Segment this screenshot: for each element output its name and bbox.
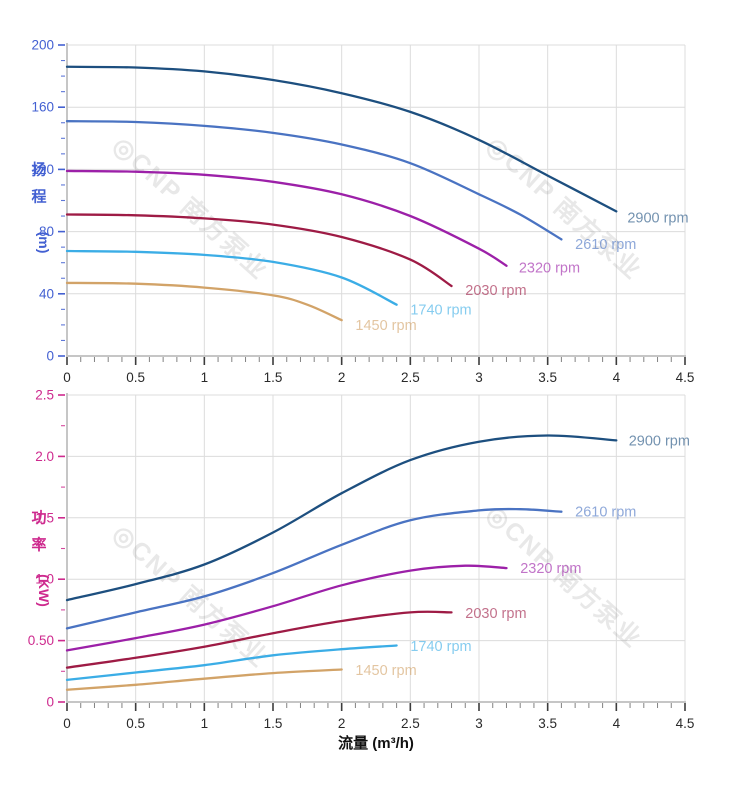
curve-1450-rpm: [65, 281, 343, 322]
x-tick-label: 2: [338, 370, 346, 385]
x-tick-label: 3: [475, 370, 483, 385]
y-axis-title-char: 扬: [31, 161, 46, 179]
curve-2900-rpm: [65, 434, 618, 602]
curve-2610-rpm: [65, 120, 563, 241]
x-tick-label: 3: [475, 716, 483, 731]
curve-label-2320-rpm: 2320 rpm: [520, 561, 581, 577]
curve-label-1740-rpm: 1740 rpm: [410, 302, 471, 318]
x-axis-title: 流量 (m³/h): [338, 734, 414, 752]
curve-1740-rpm: [65, 644, 398, 682]
x-tick-label: 3.5: [538, 370, 557, 385]
x-tick-label: 0: [63, 370, 71, 385]
y-tick-label: 120: [31, 162, 54, 177]
y-axis-title-char: 程: [31, 189, 46, 206]
curve-2610-rpm: [65, 507, 563, 630]
x-tick-label: 3.5: [538, 716, 557, 731]
curve-label-2030-rpm: 2030 rpm: [465, 606, 526, 622]
curve-1740-rpm: [65, 249, 398, 306]
x-tick-label: 4.5: [676, 370, 695, 385]
curve-label-1450-rpm: 1450 rpm: [355, 318, 416, 334]
x-tick-label: 1: [201, 370, 209, 385]
x-tick-label: 1.5: [264, 716, 283, 731]
curve-2320-rpm: [65, 564, 508, 652]
curve-label-2900-rpm: 2900 rpm: [629, 433, 690, 449]
y-axis-unit: (KW): [36, 574, 52, 607]
curve-label-1740-rpm: 1740 rpm: [410, 639, 471, 655]
y-tick-label: 200: [31, 38, 54, 53]
y-tick-label: 2.0: [35, 449, 54, 464]
curve-label-2030-rpm: 2030 rpm: [465, 283, 526, 299]
y-tick-label: 1.5: [35, 510, 54, 525]
curve-2320-rpm: [65, 169, 508, 267]
x-tick-label: 2.5: [401, 370, 420, 385]
x-tick-label: 4.5: [676, 716, 695, 731]
x-tick-label: 4: [613, 370, 621, 385]
y-tick-label: 0: [46, 349, 54, 364]
y-axis-title-char: 率: [31, 536, 46, 554]
x-tick-label: 1.5: [264, 370, 283, 385]
cnp-watermark: ◎CNP 南方泵业: [107, 519, 274, 674]
curve-label-1450-rpm: 1450 rpm: [355, 663, 416, 679]
curve-label-2610-rpm: 2610 rpm: [575, 237, 636, 253]
y-tick-label: 40: [39, 286, 54, 301]
y-axis-unit: (m): [36, 232, 52, 254]
y-axis-title-char: 功: [31, 510, 46, 527]
y-tick-label: 1.0: [35, 572, 54, 587]
x-tick-label: 2.5: [401, 716, 420, 731]
y-tick-label: 0.50: [28, 633, 54, 648]
x-tick-label: 4: [613, 716, 621, 731]
y-tick-label: 2.5: [35, 388, 54, 403]
y-tick-label: 0: [46, 695, 54, 710]
curve-1450-rpm: [65, 668, 343, 691]
curve-label-2320-rpm: 2320 rpm: [519, 260, 580, 276]
x-tick-label: 1: [201, 716, 209, 731]
y-tick-label: 160: [31, 100, 54, 115]
curve-2030-rpm: [65, 213, 453, 288]
x-tick-label: 2: [338, 716, 346, 731]
x-tick-label: 0.5: [126, 370, 145, 385]
cnp-watermark: ◎CNP 南方泵业: [107, 131, 274, 286]
y-tick-label: 80: [39, 224, 54, 239]
curve-2030-rpm: [65, 610, 453, 669]
curve-label-2900-rpm: 2900 rpm: [627, 211, 688, 227]
curve-2900-rpm: [65, 65, 618, 213]
x-tick-label: 0: [63, 716, 71, 731]
x-tick-label: 0.5: [126, 716, 145, 731]
curve-label-2610-rpm: 2610 rpm: [575, 505, 636, 521]
